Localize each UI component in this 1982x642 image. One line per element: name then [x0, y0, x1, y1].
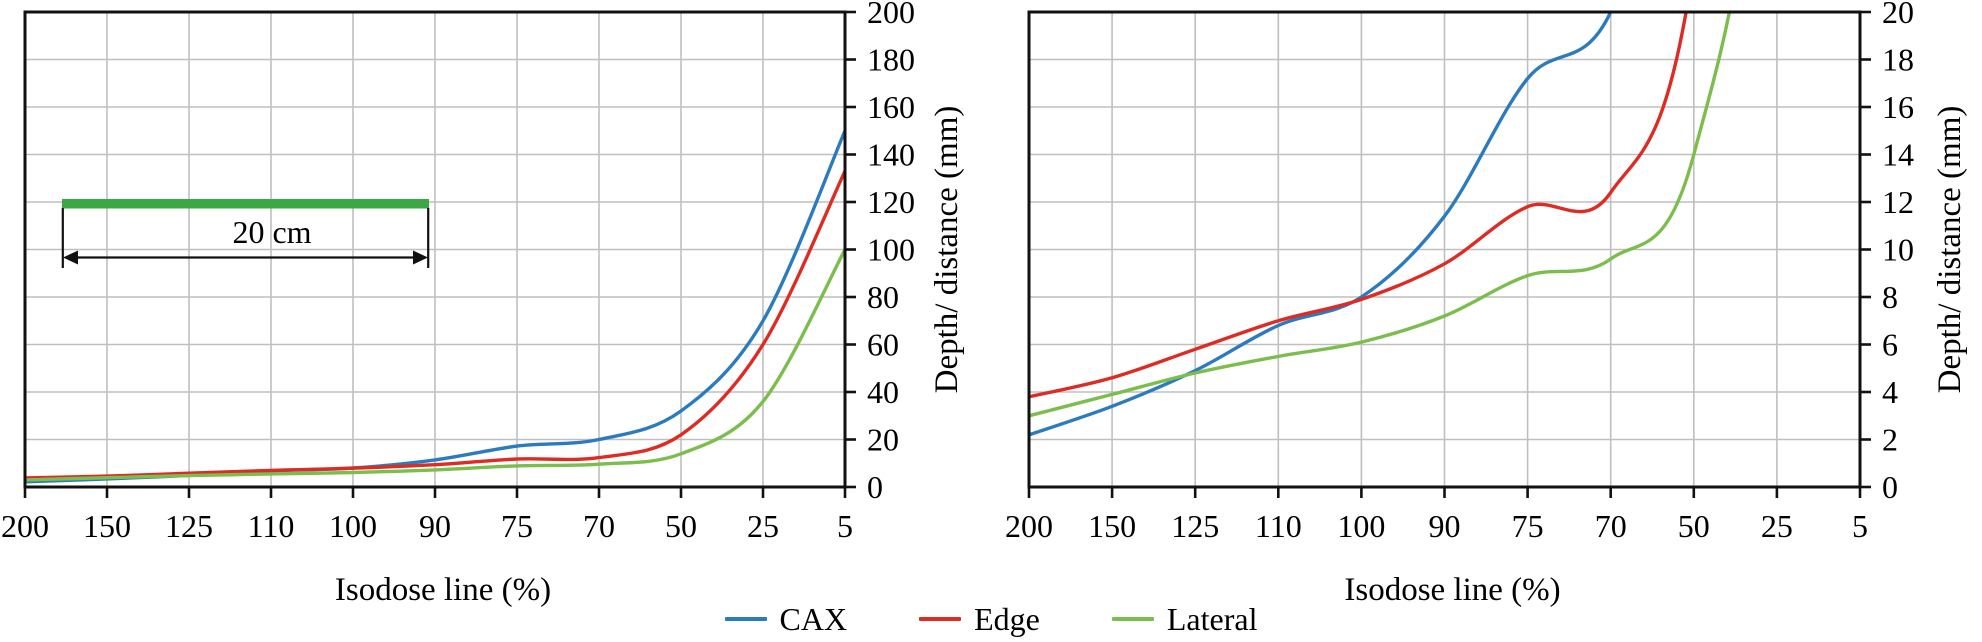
x-tick-label: 70 — [583, 508, 615, 544]
y-tick-label: 16 — [1882, 89, 1914, 125]
y-tick-label: 40 — [867, 374, 899, 410]
x-tick-label: 5 — [837, 508, 853, 544]
legend-line-swatch — [724, 616, 767, 622]
series-line-edge — [1029, 12, 1688, 399]
y-tick-label: 12 — [1882, 184, 1914, 220]
legend-line-swatch — [919, 616, 962, 622]
x-tick-label: 100 — [329, 508, 377, 544]
x-axis-title: Isodose line (%) — [335, 572, 551, 608]
x-tick-label: 90 — [419, 508, 451, 544]
x-tick-label: 25 — [1761, 508, 1793, 544]
x-tick-label: 110 — [1255, 508, 1302, 544]
left-chart-svg: 200 150 125 110 100 90 75 70 50 25 50 20 40 60 80 100 12… — [1, 0, 965, 608]
x-tick-label: 110 — [248, 508, 295, 544]
x-tick-label: 75 — [1512, 508, 1544, 544]
y-tick-label: 0 — [867, 469, 883, 505]
y-tick-label: 8 — [1882, 279, 1898, 315]
legend-item-cax: CAX — [724, 601, 848, 637]
arrowhead-right-icon — [413, 250, 428, 265]
x-tick-label: 100 — [1337, 508, 1385, 544]
x-tick-label: 25 — [747, 508, 779, 544]
x-tick-label: 75 — [501, 508, 533, 544]
series-line-lateral — [25, 247, 845, 482]
y-tick-label: 60 — [867, 327, 899, 363]
y-tick-label: 180 — [867, 42, 915, 78]
series-line-cax — [1029, 12, 1613, 437]
right-chart-panel: 200 150 125 110 100 90 75 70 50 25 5 0 2 4 6 8 10 12 14 16 1… — [1000, 0, 1982, 642]
legend-label: Edge — [974, 601, 1040, 637]
y-tick-label: 120 — [867, 184, 915, 220]
legend-line-swatch — [1111, 616, 1154, 622]
x-tick-label: 200 — [1, 508, 49, 544]
y-tick-label: 140 — [867, 137, 915, 173]
scale-bar — [62, 199, 429, 209]
legend-item-edge: Edge — [919, 603, 1040, 635]
y-tick-label: 20 — [1882, 0, 1914, 30]
x-tick-label: 200 — [1005, 508, 1053, 544]
y-tick-label: 14 — [1882, 137, 1914, 173]
left-chart-panel: 200 150 125 110 100 90 75 70 50 25 5 0 20 40 60 80 100 12… — [0, 0, 990, 642]
y-tick-label: 18 — [1882, 42, 1914, 78]
y-tick-label: 20 — [867, 422, 899, 458]
right-chart-svg: 200 150 125 110 100 90 75 70 50 25 50 2 4 6 8 10 12 14 16 1… — [1005, 0, 1968, 608]
x-tick-label: 125 — [165, 508, 213, 544]
y-tick-label: 6 — [1882, 327, 1898, 363]
y-tick-label: 2 — [1882, 422, 1898, 458]
arrowhead-left-icon — [63, 250, 78, 265]
y-tick-label: 160 — [867, 89, 915, 125]
x-tick-label: 50 — [1678, 508, 1710, 544]
x-tick-label: 70 — [1595, 508, 1627, 544]
y-tick-label: 10 — [1882, 232, 1914, 268]
x-tick-label: 150 — [83, 508, 131, 544]
legend-item-lateral: Lateral — [1111, 601, 1258, 637]
x-tick-label: 90 — [1429, 508, 1461, 544]
legend-label: Lateral — [1166, 601, 1258, 637]
legend-label: CAX — [779, 601, 848, 637]
x-tick-label: 5 — [1852, 508, 1868, 544]
x-axis-title: Isodose line (%) — [1344, 572, 1560, 608]
x-tick-label: 50 — [665, 508, 697, 544]
series-line-lateral — [1029, 12, 1732, 418]
y-tick-label: 0 — [1882, 469, 1898, 505]
y-tick-label: 100 — [867, 232, 915, 268]
series-line-edge — [25, 169, 845, 480]
y-axis-title: Depth/ distance (mm) — [929, 106, 965, 394]
chart-legend: CAX Edge Lateral — [0, 596, 1982, 642]
y-tick-label: 200 — [867, 0, 915, 30]
y-tick-label: 4 — [1882, 374, 1898, 410]
scale-label: 20 cm — [232, 214, 311, 250]
y-tick-label: 80 — [867, 279, 899, 315]
y-axis-title: Depth/ distance (mm) — [1932, 106, 1968, 394]
x-tick-label: 125 — [1171, 508, 1219, 544]
x-tick-label: 150 — [1088, 508, 1136, 544]
